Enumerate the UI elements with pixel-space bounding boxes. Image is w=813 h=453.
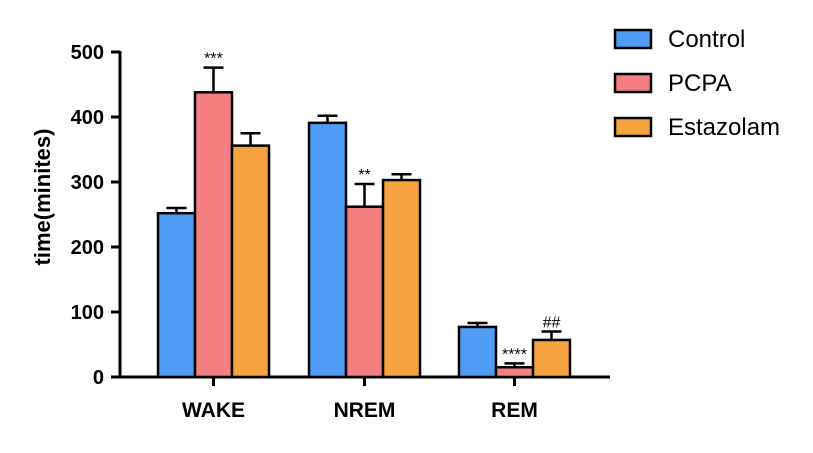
bar-control-rem (457, 325, 498, 379)
y-tick-label: 500 (71, 42, 104, 64)
x-tick-label: NREM (334, 399, 396, 422)
legend-swatch-control (613, 28, 653, 50)
y-axis: 0 100 200 300 400 500 (71, 42, 122, 389)
bar-estazolam-rem (531, 338, 572, 379)
legend-swatch-pcpa (613, 72, 653, 94)
significance-marker: **** (502, 346, 527, 363)
significance-marker: ** (358, 167, 370, 184)
significance-annotations: *********## (204, 51, 560, 364)
bar-pcpa-wake (193, 91, 234, 379)
legend-label-control: Control (668, 26, 745, 53)
y-tick-label: 0 (93, 367, 104, 389)
bar-estazolam-nrem (381, 178, 422, 379)
significance-marker: *** (204, 51, 223, 68)
legend-label-pcpa: PCPA (668, 70, 732, 97)
significance-marker: ## (543, 315, 561, 332)
y-tick-label: 300 (71, 172, 104, 194)
x-axis: WAKE NREM REM (119, 375, 610, 422)
bar-pcpa-nrem (344, 205, 385, 379)
bars (156, 66, 572, 379)
y-tick-label: 100 (71, 302, 104, 324)
y-axis-title: time(minites) (30, 129, 55, 266)
bar-pcpa-rem (494, 366, 535, 379)
x-tick-label: WAKE (182, 399, 245, 422)
legend: Control PCPA Estazolam (613, 26, 780, 141)
y-tick-label: 400 (71, 107, 104, 129)
bar-estazolam-wake (230, 144, 271, 379)
x-tick-label: REM (491, 399, 538, 422)
legend-label-estazolam: Estazolam (668, 114, 780, 141)
bar-control-nrem (307, 121, 348, 379)
bar-control-wake (156, 211, 197, 379)
legend-swatch-estazolam (613, 116, 653, 138)
y-tick-label: 200 (71, 237, 104, 259)
